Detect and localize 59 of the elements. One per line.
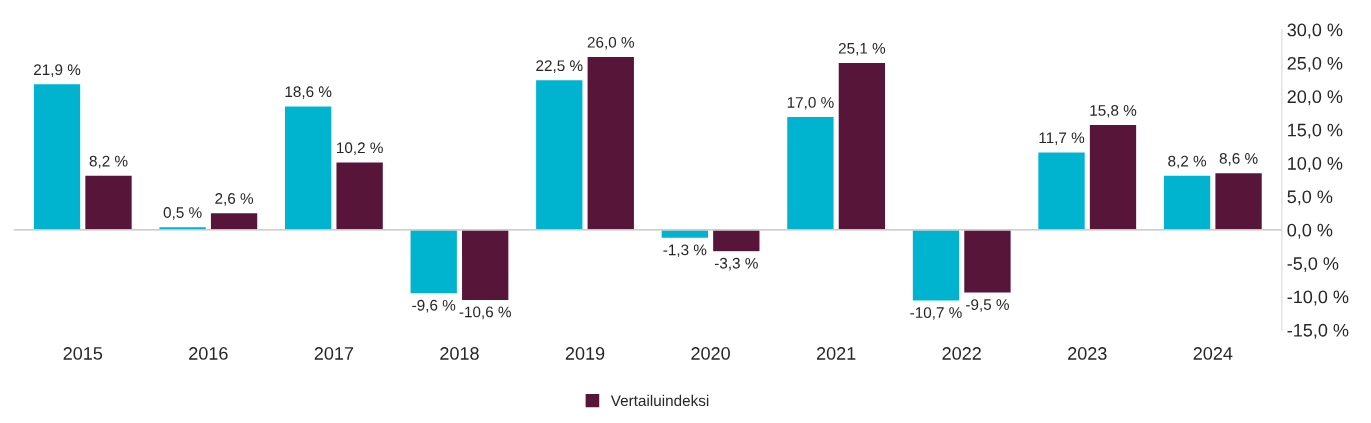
data-label: -10,6 % bbox=[459, 306, 511, 320]
x-tick-label: 2019 bbox=[565, 347, 605, 360]
data-label: -1,3 % bbox=[663, 244, 707, 258]
x-tick-label: 2016 bbox=[189, 347, 228, 360]
data-label: 8,2 % bbox=[1168, 155, 1207, 169]
data-label: 10,2 % bbox=[337, 142, 383, 155]
x-tick-label: 2021 bbox=[816, 347, 856, 360]
data-label: -9,6 % bbox=[412, 299, 456, 313]
data-label: 26,0 % bbox=[587, 36, 634, 50]
bar bbox=[911, 229, 961, 302]
bar bbox=[409, 229, 459, 295]
data-label: 18,6 % bbox=[285, 86, 332, 99]
data-label: 0,5 % bbox=[163, 207, 202, 220]
y-tick-label: -15,0 % bbox=[1287, 323, 1349, 339]
y-tick-label: 30,0 % bbox=[1287, 23, 1343, 39]
data-label: 15,8 % bbox=[1090, 104, 1137, 118]
x-tick-label: 2024 bbox=[1193, 347, 1233, 360]
x-tick-label: 2022 bbox=[942, 347, 981, 360]
bar bbox=[460, 229, 510, 302]
data-label: 22,5 % bbox=[536, 60, 583, 73]
bar bbox=[1036, 151, 1087, 231]
data-label: 2,6 % bbox=[215, 193, 254, 206]
bar bbox=[711, 229, 761, 253]
bar bbox=[32, 82, 82, 231]
data-label: 8,6 % bbox=[1219, 153, 1258, 166]
bar bbox=[962, 229, 1012, 294]
data-label: 21,9 % bbox=[34, 64, 81, 77]
bar bbox=[83, 174, 134, 231]
bar bbox=[1088, 123, 1138, 231]
x-tick-label: 2018 bbox=[440, 347, 479, 360]
y-tick-label: 20,0 % bbox=[1287, 90, 1343, 106]
x-tick-label: 2015 bbox=[63, 347, 103, 360]
data-label: 8,2 % bbox=[89, 155, 128, 169]
bar bbox=[1162, 174, 1212, 231]
legend-label: Vertailuindeksi bbox=[610, 394, 709, 407]
x-tick-label: 2023 bbox=[1068, 347, 1107, 360]
data-label: -10,7 % bbox=[910, 307, 962, 320]
y-tick-label: 0,0 % bbox=[1287, 223, 1333, 239]
data-label: -3,3 % bbox=[714, 257, 758, 271]
x-tick-label: 2017 bbox=[314, 347, 354, 360]
bar bbox=[785, 115, 835, 231]
data-label: 17,0 % bbox=[787, 96, 834, 110]
data-label: 11,7 % bbox=[1039, 132, 1085, 145]
bar bbox=[335, 161, 385, 231]
y-tick-label: -10,0 % bbox=[1287, 290, 1349, 306]
bar bbox=[586, 55, 636, 231]
bar bbox=[283, 104, 333, 231]
bar bbox=[534, 78, 584, 231]
bar bbox=[1214, 171, 1264, 231]
y-tick-label: 25,0 % bbox=[1287, 56, 1343, 72]
data-label: 25,1 % bbox=[838, 42, 886, 56]
y-tick-label: -5,0 % bbox=[1287, 257, 1339, 273]
bar bbox=[209, 211, 259, 231]
y-tick-label: 10,0 % bbox=[1288, 157, 1343, 172]
y-tick-label: 5,0 % bbox=[1287, 190, 1333, 206]
y-tick-label: 15,0 % bbox=[1288, 123, 1343, 139]
x-tick-label: 2020 bbox=[691, 347, 730, 360]
bar bbox=[837, 61, 887, 231]
data-label: -9,5 % bbox=[966, 299, 1009, 312]
